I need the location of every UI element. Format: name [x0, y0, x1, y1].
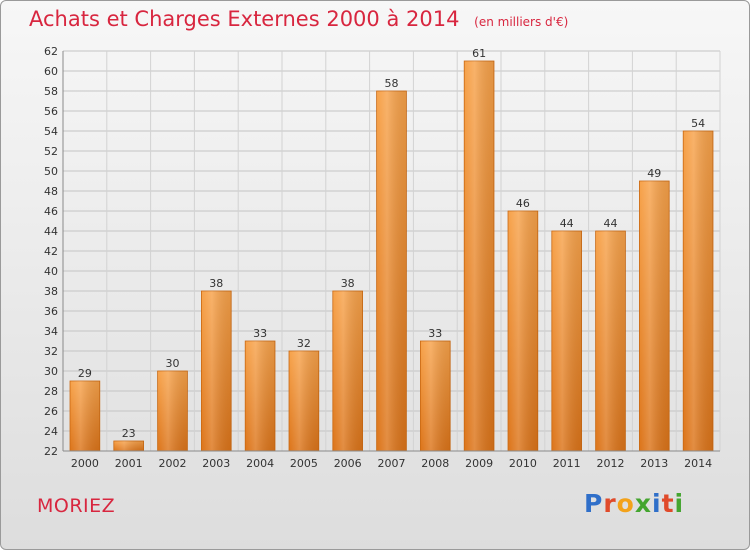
data-label-2011: 44	[560, 217, 574, 230]
bar-shade-2011	[551, 231, 582, 451]
x-tick-label: 2005	[290, 457, 318, 470]
y-tick-label: 26	[44, 405, 58, 418]
y-tick-label: 40	[44, 265, 58, 278]
y-tick-label: 42	[44, 245, 58, 258]
bars-layer: 29 23 30 38 33 32 38 58 33 61 46 44 44 49 54	[69, 47, 714, 452]
data-label-2001: 23	[122, 427, 136, 440]
bar-shade-2000	[70, 381, 100, 451]
data-label-2008: 33	[428, 327, 442, 340]
bar-shade-2006	[332, 291, 363, 451]
y-tick-label: 52	[44, 145, 58, 158]
y-tick-label: 56	[44, 105, 58, 118]
x-tick-label: 2004	[246, 457, 274, 470]
y-tick-label: 30	[44, 365, 58, 378]
data-label-2014: 54	[691, 117, 705, 130]
y-tick-label: 44	[44, 225, 58, 238]
bar-shade-2008	[420, 341, 451, 451]
x-tick-label: 2002	[159, 457, 187, 470]
x-tick-label: 2006	[334, 457, 362, 470]
chart-title-text: Achats et Charges Externes 2000 à 2014	[29, 7, 460, 31]
y-tick-label: 36	[44, 305, 58, 318]
x-tick-label: 2009	[465, 457, 493, 470]
bar-shade-2003	[201, 291, 232, 451]
y-tick-label: 22	[44, 445, 58, 458]
data-label-2007: 58	[385, 77, 399, 90]
bar-shade-2012	[595, 231, 626, 451]
bar-shade-2002	[157, 371, 188, 451]
chart-title: Achats et Charges Externes 2000 à 2014 (…	[29, 7, 568, 31]
bar-shade-2007	[376, 91, 407, 451]
x-tick-label: 2003	[202, 457, 230, 470]
bar-shade-2004	[245, 341, 275, 451]
bar-shade-2005	[289, 351, 319, 451]
bar-shade-2010	[508, 211, 538, 451]
data-label-2005: 32	[297, 337, 311, 350]
y-tick-label: 34	[44, 325, 58, 338]
y-tick-label: 38	[44, 285, 58, 298]
y-tick-label: 60	[44, 65, 58, 78]
y-tick-label: 24	[44, 425, 58, 438]
x-tick-label: 2010	[509, 457, 537, 470]
y-tick-label: 28	[44, 385, 58, 398]
bar-shade-2001	[113, 441, 144, 451]
data-label-2000: 29	[78, 367, 92, 380]
commune-name: MORIEZ	[37, 495, 116, 517]
x-tick-label: 2012	[597, 457, 625, 470]
x-tick-label: 2008	[421, 457, 449, 470]
axis-layer: 22 24 26 28 30 32 34 36 38 40 42 44 46 48 50 52 54 56 58 60…	[44, 45, 720, 470]
bar-shade-2013	[639, 181, 670, 451]
data-label-2010: 46	[516, 197, 530, 210]
x-tick-label: 2011	[553, 457, 581, 470]
data-label-2002: 30	[166, 357, 180, 370]
data-label-2013: 49	[647, 167, 661, 180]
chart-subtitle: (en milliers d'€)	[474, 15, 569, 29]
y-tick-label: 48	[44, 185, 58, 198]
y-tick-label: 58	[44, 85, 58, 98]
data-label-2012: 44	[604, 217, 618, 230]
y-tick-label: 32	[44, 345, 58, 358]
y-tick-label: 62	[44, 45, 58, 58]
y-tick-label: 50	[44, 165, 58, 178]
x-tick-label: 2013	[640, 457, 668, 470]
x-tick-label: 2007	[378, 457, 406, 470]
x-tick-label: 2001	[115, 457, 143, 470]
y-tick-label: 46	[44, 205, 58, 218]
x-tick-label: 2014	[684, 457, 712, 470]
data-label-2004: 33	[253, 327, 267, 340]
data-label-2006: 38	[341, 277, 355, 290]
data-label-2009: 61	[472, 47, 486, 60]
x-tick-label: 2000	[71, 457, 99, 470]
proxiti-logo: Proxiti	[584, 489, 685, 518]
bar-shade-2009	[464, 61, 494, 451]
data-label-2003: 38	[209, 277, 223, 290]
bar-shade-2014	[683, 131, 713, 451]
y-tick-label: 54	[44, 125, 58, 138]
